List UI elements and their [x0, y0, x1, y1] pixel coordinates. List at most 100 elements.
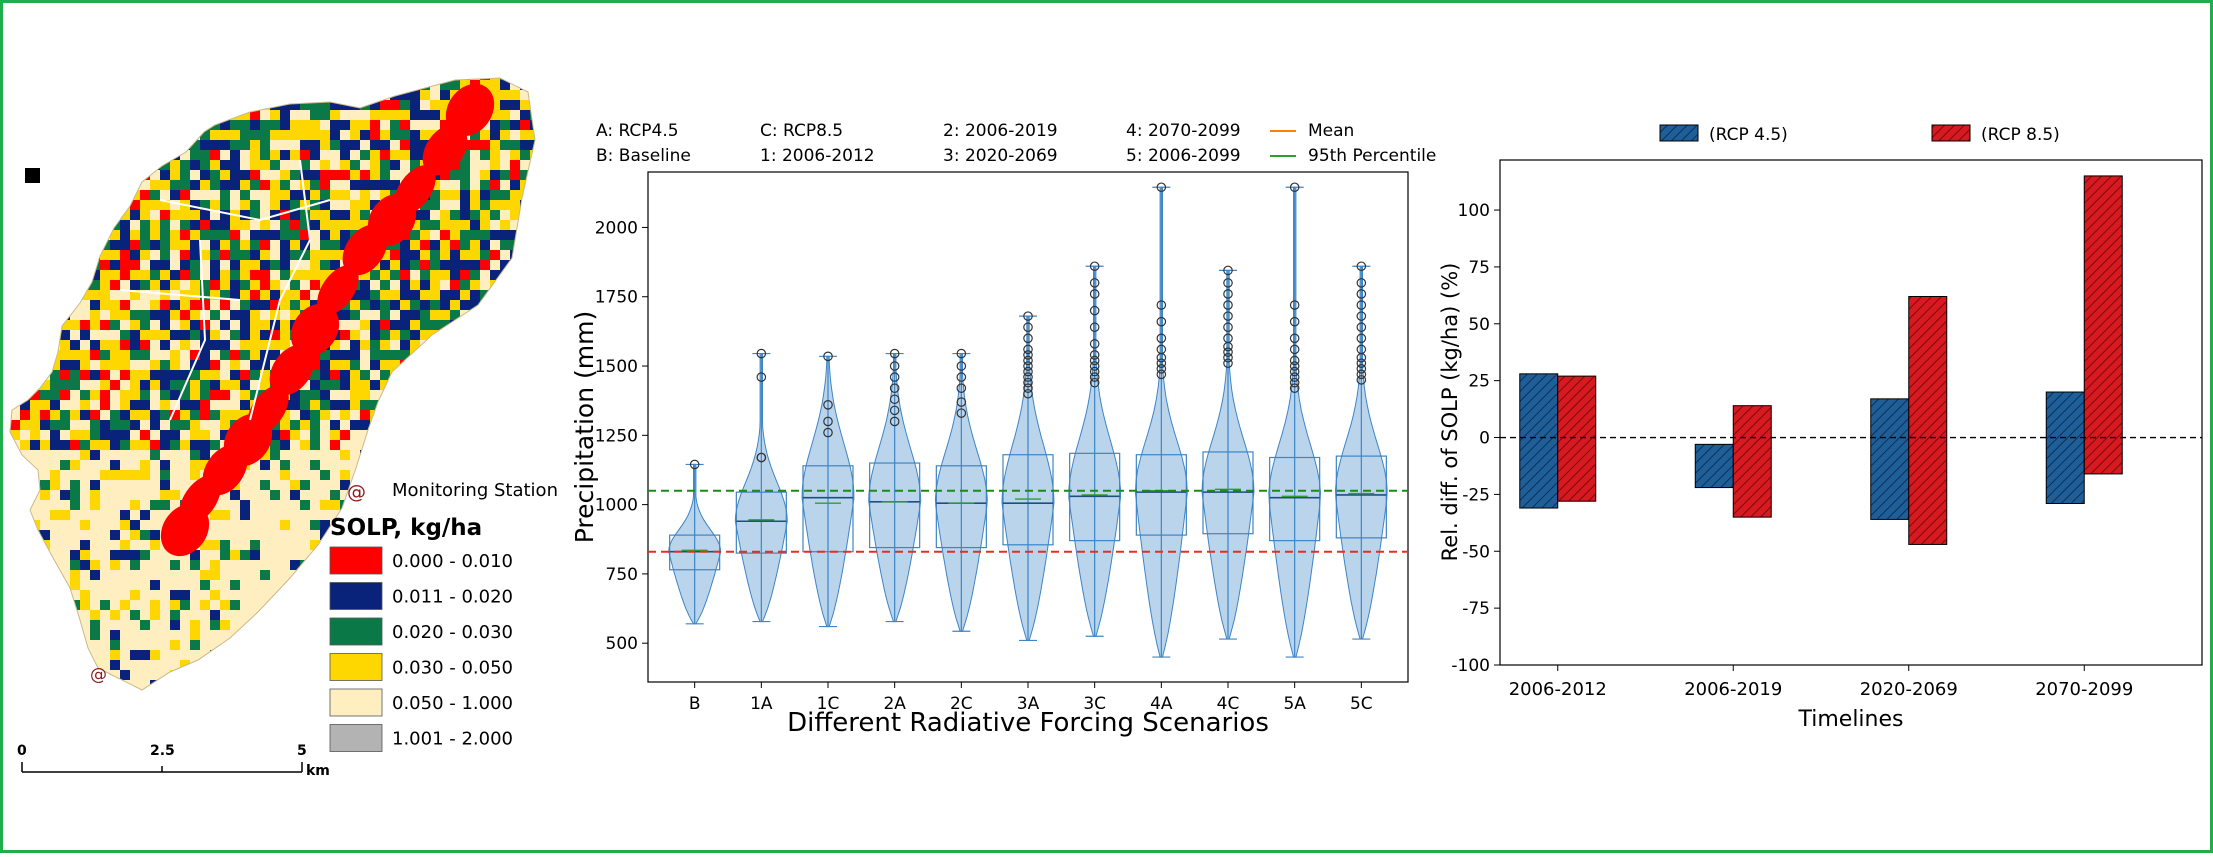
map-cell — [500, 680, 510, 690]
map-cell — [510, 280, 520, 290]
outlier-4A — [1156, 344, 1167, 355]
map-cell — [530, 640, 535, 650]
map-cell — [130, 640, 140, 650]
map-cell — [270, 80, 280, 90]
map-cell — [100, 80, 110, 90]
map-cell — [470, 150, 480, 160]
map-cell — [530, 530, 535, 540]
map-cell — [40, 360, 50, 370]
map-cell — [140, 350, 150, 360]
map-cell — [180, 78, 190, 80]
map-cell — [500, 250, 510, 260]
map-cell — [70, 540, 80, 550]
map-cell — [100, 78, 110, 80]
bar-y-tick-label: -75 — [1462, 599, 1490, 619]
map-cell — [190, 670, 200, 680]
map-cell — [510, 290, 520, 300]
map-cell — [150, 420, 160, 430]
map-cell — [480, 250, 490, 260]
map-cell — [10, 460, 20, 470]
map-cell — [160, 210, 170, 220]
map-cell — [270, 490, 280, 500]
map-cell — [150, 370, 160, 380]
map-cell — [170, 660, 180, 670]
map-cell — [310, 600, 320, 610]
map-cell — [200, 430, 210, 440]
map-cell — [40, 240, 50, 250]
map-cell — [240, 660, 250, 670]
map-cell — [360, 320, 370, 330]
map-cell — [490, 540, 500, 550]
map-cell — [140, 220, 150, 230]
map-cell — [340, 110, 350, 120]
map-red-patch — [422, 124, 468, 176]
map-cell — [30, 570, 40, 580]
map-cell — [120, 660, 130, 670]
map-cell — [310, 250, 320, 260]
outlier-5A — [1289, 377, 1300, 388]
map-cell — [100, 540, 110, 550]
map-cell — [270, 580, 280, 590]
map-cell — [30, 400, 40, 410]
map-cell — [100, 290, 110, 300]
map-cell — [220, 280, 230, 290]
map-cell — [210, 210, 220, 220]
map-cell — [0, 550, 10, 560]
station-marker-icon: @ — [90, 665, 107, 685]
map-cell — [380, 170, 390, 180]
outlier-5C — [1356, 289, 1367, 299]
map-cell — [390, 180, 400, 190]
violin-y-tick-label: 750 — [606, 565, 638, 585]
map-cell — [490, 90, 500, 100]
map-cell — [250, 190, 260, 200]
map-cell — [300, 170, 310, 180]
map-cell — [540, 540, 550, 550]
map-cell — [230, 100, 240, 110]
map-cell — [540, 330, 550, 340]
map-cell — [460, 300, 470, 310]
map-cell — [0, 100, 10, 110]
map-cell — [60, 100, 70, 110]
map-cell — [90, 580, 100, 590]
map-cell — [210, 220, 220, 230]
map-cell — [550, 640, 560, 650]
map-cell — [410, 410, 420, 420]
map-cell — [270, 140, 280, 150]
map-cell — [450, 330, 460, 340]
map-cell — [30, 240, 40, 250]
map-cell — [230, 590, 240, 600]
map-cell — [10, 650, 20, 660]
bar-y-tick-label: -50 — [1462, 542, 1490, 562]
map-cell — [340, 330, 350, 340]
map-cell — [300, 470, 310, 480]
map-cell — [90, 180, 100, 190]
map-cell — [360, 150, 370, 160]
map-cell — [470, 360, 480, 370]
map-cell — [60, 130, 70, 140]
map-cell — [330, 430, 340, 440]
map-cell — [180, 320, 190, 330]
map-cell — [300, 570, 310, 580]
map-cell — [500, 410, 510, 420]
map-cell — [400, 410, 410, 420]
map-cell — [130, 590, 140, 600]
map-cell — [290, 110, 300, 120]
map-cell — [290, 140, 300, 150]
map-cell — [450, 190, 460, 200]
map-cell — [90, 220, 100, 230]
map-cell — [340, 680, 350, 690]
map-cell — [360, 210, 370, 220]
map-cell — [120, 450, 130, 460]
map-cell — [410, 320, 420, 330]
map-cell — [430, 230, 440, 240]
map-cell — [330, 440, 340, 450]
map-cell — [200, 80, 210, 90]
map-cell — [190, 260, 200, 270]
map-cell — [150, 78, 160, 80]
map-cell — [470, 250, 480, 260]
map-cell — [160, 450, 170, 460]
map-cell — [60, 150, 70, 160]
map-cell — [360, 130, 370, 140]
map-cell — [260, 290, 270, 300]
map-red-patch — [160, 503, 210, 557]
